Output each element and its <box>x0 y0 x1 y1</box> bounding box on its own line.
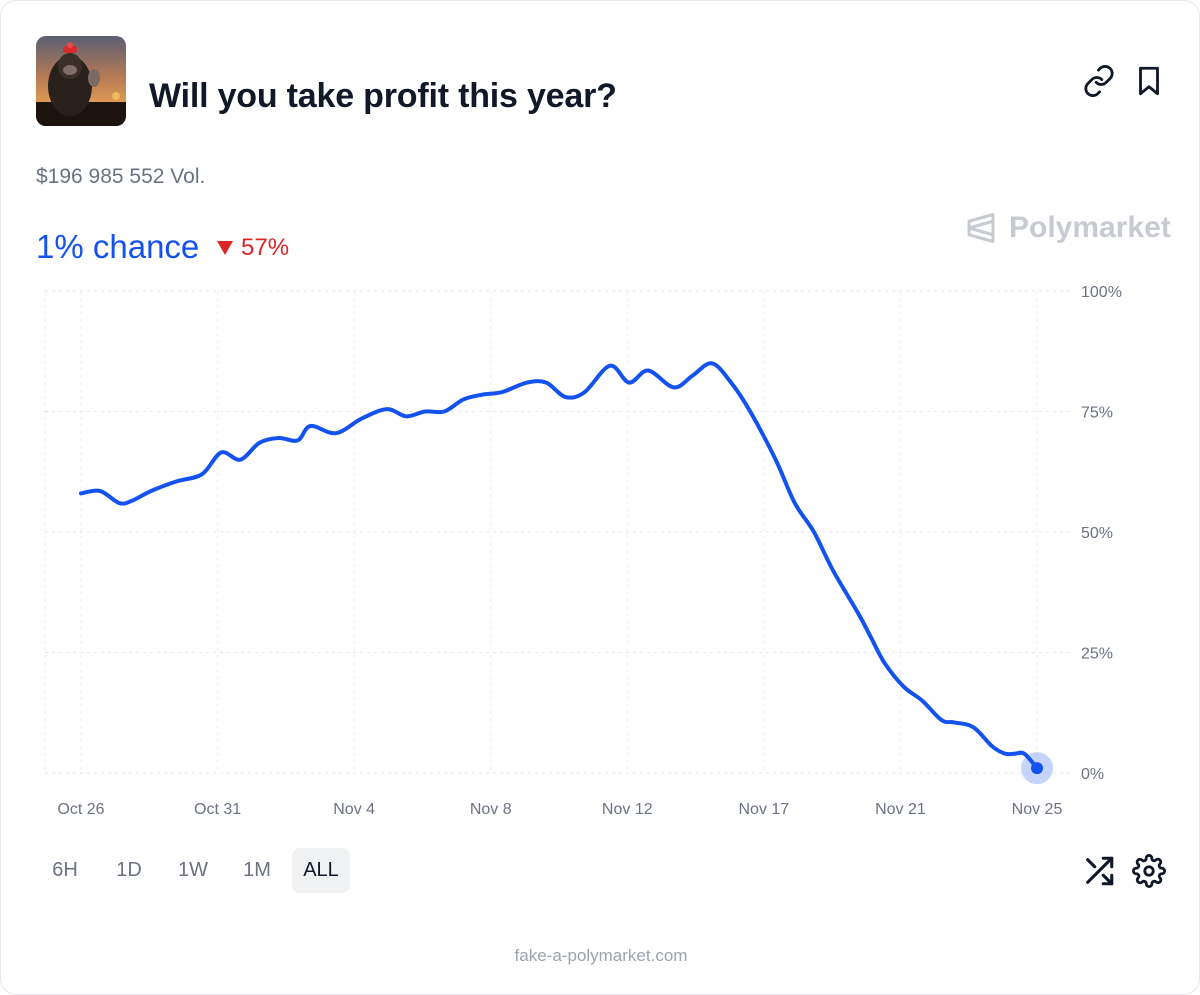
x-tick-label: Nov 17 <box>739 801 790 818</box>
gear-icon[interactable] <box>1132 854 1166 888</box>
y-tick-label: 0% <box>1081 766 1104 783</box>
x-tick-label: Nov 4 <box>333 801 375 818</box>
footer-domain[interactable]: fake-a-polymarket.com <box>514 946 688 965</box>
range-button-1d[interactable]: 1D <box>116 859 142 881</box>
x-tick-label: Nov 8 <box>470 801 512 818</box>
range-button-1m[interactable]: 1M <box>243 859 271 881</box>
range-button-all[interactable]: ALL <box>292 848 350 893</box>
volume-label: $196 985 552 Vol. <box>36 165 206 188</box>
time-range-selector: 6H 1D 1W 1M ALL <box>36 848 350 893</box>
y-axis-ticks: 100% 75% 50% 25% 0% <box>1081 284 1122 783</box>
current-point <box>1031 762 1043 775</box>
bookmark-icon[interactable] <box>1132 64 1166 98</box>
market-image <box>36 36 126 126</box>
chance-value: 1% chance <box>36 228 200 265</box>
price-chart[interactable]: 100% 75% 50% 25% 0% Oct 26 Oct 31 Nov 4 Nov 8 No… <box>1 271 1200 831</box>
series-line-yes <box>79 361 1039 771</box>
y-tick-label: 100% <box>1081 284 1122 301</box>
brand-name: Polymarket <box>1009 211 1171 244</box>
polymarket-icon <box>967 213 995 243</box>
range-button-6h[interactable]: 6H <box>52 859 78 881</box>
gorilla-avatar-image <box>36 36 126 126</box>
x-tick-label: Oct 26 <box>57 801 104 818</box>
x-axis-ticks: Oct 26 Oct 31 Nov 4 Nov 8 Nov 12 Nov 17 Nov 21… <box>57 801 1062 818</box>
shuffle-icon[interactable] <box>1082 854 1116 888</box>
chart-grid <box>44 290 1071 774</box>
market-title: Will you take profit this year? <box>149 77 617 115</box>
x-tick-label: Nov 21 <box>875 801 926 818</box>
x-tick-label: Nov 25 <box>1012 801 1063 818</box>
polymarket-logo: Polymarket <box>963 210 1171 246</box>
y-tick-label: 75% <box>1081 405 1113 422</box>
y-tick-label: 25% <box>1081 646 1113 663</box>
down-arrow-icon <box>217 241 233 255</box>
delta-value: 57% <box>241 234 290 261</box>
link-icon[interactable] <box>1082 64 1116 98</box>
y-tick-label: 50% <box>1081 525 1113 542</box>
chance-delta: 57% <box>217 234 289 262</box>
x-tick-label: Oct 31 <box>194 801 241 818</box>
range-button-1w[interactable]: 1W <box>178 859 208 881</box>
x-tick-label: Nov 12 <box>602 801 653 818</box>
